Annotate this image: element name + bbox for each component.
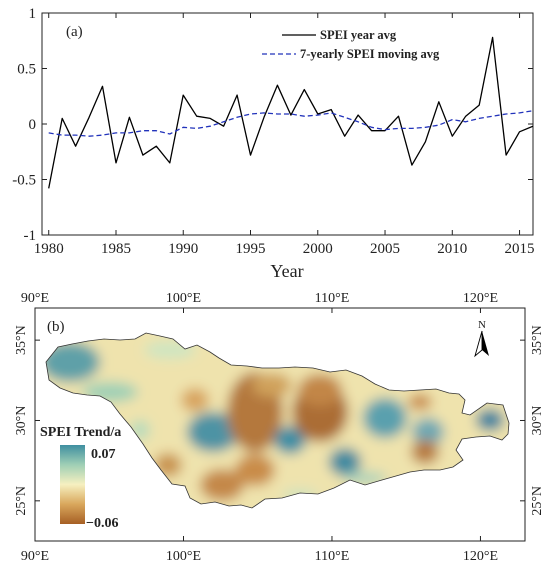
y-tick-label-1: -0.5 [12, 173, 36, 189]
y-tick-label-2: 0 [29, 117, 37, 133]
map-x-tick-label-top-120: 120°E [463, 291, 498, 306]
colorbar-ramp [60, 445, 85, 524]
x-tick-label-1980: 1980 [34, 241, 64, 257]
panel-b-map: 90°E 90°E 100°E 100°E 110°E 110°E 120°E 120°E 25… [14, 291, 545, 564]
panel-b-label: (b) [47, 319, 65, 335]
map-x-tick-label-top-100: 100°E [166, 291, 201, 306]
map-y-tick-label-left-30: 30°N [14, 406, 29, 436]
colorbar-title: SPEI Trend/a [40, 425, 121, 440]
panel-a-frame [41, 12, 534, 236]
map-y-tick-label-right-35: 35°N [530, 325, 545, 355]
map-y-tick-label-right-30: 30°N [530, 406, 545, 436]
x-tick-label-2005: 2005 [370, 241, 400, 257]
x-tick-label-2000: 2000 [303, 241, 333, 257]
map-y-tick-label-left-35: 35°N [14, 325, 29, 355]
legend-label-moving-avg: 7-yearly SPEI moving avg [300, 47, 440, 61]
x-tick-label-2015: 2015 [505, 241, 535, 257]
x-axis-title: Year [270, 261, 303, 281]
series-line-spei-year-avg [48, 36, 533, 189]
map-x-tick-label-top-90: 90°E [21, 291, 49, 306]
y-tick-label-0: -1 [24, 228, 37, 244]
north-arrow-icon: N [474, 319, 489, 358]
legend: SPEI year avg 7-yearly SPEI moving avg [262, 28, 440, 61]
panel-a-line-chart: 1980 1985 1990 1995 2000 2005 2010 2015 -1 -0.5 0 0… [12, 6, 534, 281]
legend-label-spei-year-avg: SPEI year avg [320, 28, 397, 42]
north-arrow-label: N [478, 319, 486, 331]
colorbar-max-label: 0.07 [91, 447, 116, 462]
x-tick-label-1985: 1985 [101, 241, 131, 257]
x-tick-label-1990: 1990 [168, 241, 198, 257]
basin-outline [45, 332, 510, 509]
series-line-moving-avg [48, 110, 533, 137]
x-tick-label-1995: 1995 [236, 241, 266, 257]
colorbar-min-label: −0.06 [86, 516, 118, 531]
map-x-tick-label-bottom-110: 110°E [315, 549, 350, 564]
x-tick-label-2010: 2010 [437, 241, 467, 257]
y-tick-label-4: 1 [29, 6, 37, 22]
map-y-tick-label-left-25: 25°N [14, 486, 29, 516]
panel-a-ticks: 1980 1985 1990 1995 2000 2005 2010 2015 -1 -0.5 0 0… [12, 6, 534, 257]
panel-a-series [48, 36, 533, 189]
map-x-tick-label-bottom-90: 90°E [21, 549, 49, 564]
panel-b-frame [34, 307, 526, 542]
map-y-tick-label-right-25: 25°N [530, 486, 545, 516]
y-tick-label-3: 0.5 [17, 62, 36, 78]
panel-b-ticks: 90°E 90°E 100°E 100°E 110°E 110°E 120°E 120°E 25… [14, 291, 545, 564]
panel-a-label: (a) [66, 24, 83, 40]
map-x-tick-label-bottom-100: 100°E [166, 549, 201, 564]
colorbar: SPEI Trend/a 0.07 −0.06 [40, 425, 121, 531]
map-x-tick-label-bottom-120: 120°E [463, 549, 498, 564]
map-x-tick-label-top-110: 110°E [315, 291, 350, 306]
